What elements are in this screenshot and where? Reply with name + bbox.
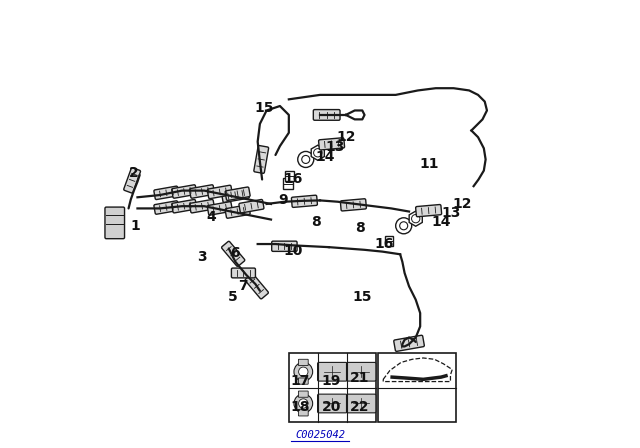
- Bar: [378, 353, 456, 422]
- FancyBboxPatch shape: [346, 362, 376, 381]
- Bar: [385, 236, 394, 246]
- Text: 16: 16: [284, 172, 303, 186]
- FancyBboxPatch shape: [340, 199, 366, 211]
- FancyBboxPatch shape: [317, 362, 347, 381]
- FancyBboxPatch shape: [317, 394, 347, 413]
- Text: 11: 11: [419, 157, 439, 171]
- FancyBboxPatch shape: [172, 185, 196, 198]
- FancyBboxPatch shape: [319, 138, 344, 150]
- Circle shape: [299, 367, 308, 376]
- Text: 12: 12: [452, 197, 472, 211]
- Circle shape: [298, 151, 314, 168]
- FancyBboxPatch shape: [225, 187, 250, 200]
- Text: 9: 9: [278, 193, 288, 207]
- Bar: [285, 172, 294, 181]
- Polygon shape: [311, 145, 324, 160]
- FancyBboxPatch shape: [232, 268, 255, 278]
- FancyBboxPatch shape: [254, 146, 269, 173]
- FancyBboxPatch shape: [154, 186, 179, 199]
- Text: 14: 14: [316, 150, 335, 164]
- FancyBboxPatch shape: [298, 410, 308, 416]
- Circle shape: [314, 149, 322, 157]
- Text: 22: 22: [349, 401, 369, 414]
- Text: 18: 18: [290, 401, 310, 414]
- FancyBboxPatch shape: [221, 241, 244, 267]
- FancyBboxPatch shape: [239, 199, 264, 213]
- FancyBboxPatch shape: [272, 241, 297, 251]
- FancyBboxPatch shape: [189, 185, 214, 198]
- Circle shape: [412, 215, 420, 223]
- Text: 7: 7: [239, 280, 248, 293]
- Text: 5: 5: [228, 290, 238, 305]
- Text: 15: 15: [353, 290, 372, 305]
- Text: 8: 8: [310, 215, 321, 229]
- Text: C0025042: C0025042: [295, 430, 345, 440]
- Text: 16: 16: [375, 237, 394, 251]
- Text: 3: 3: [197, 250, 207, 264]
- Text: 13: 13: [326, 140, 345, 155]
- Bar: [283, 178, 293, 190]
- Text: 2: 2: [129, 166, 139, 180]
- Circle shape: [299, 399, 308, 408]
- Circle shape: [400, 222, 408, 230]
- FancyBboxPatch shape: [298, 359, 308, 366]
- Text: 1: 1: [131, 219, 140, 233]
- Text: 19: 19: [321, 374, 341, 388]
- Polygon shape: [409, 211, 422, 226]
- Circle shape: [396, 218, 412, 234]
- FancyBboxPatch shape: [154, 201, 179, 214]
- Text: 14: 14: [431, 215, 451, 229]
- FancyBboxPatch shape: [291, 195, 317, 207]
- Text: 8: 8: [355, 221, 365, 236]
- FancyBboxPatch shape: [207, 185, 232, 198]
- Circle shape: [301, 155, 310, 164]
- Text: 10: 10: [284, 244, 303, 258]
- FancyBboxPatch shape: [172, 199, 196, 213]
- FancyBboxPatch shape: [298, 391, 308, 397]
- FancyBboxPatch shape: [225, 205, 250, 218]
- Text: 17: 17: [291, 374, 310, 388]
- Text: 4: 4: [206, 210, 216, 224]
- FancyBboxPatch shape: [207, 202, 232, 215]
- Text: 13: 13: [442, 206, 461, 220]
- FancyBboxPatch shape: [245, 274, 268, 299]
- FancyBboxPatch shape: [105, 207, 125, 239]
- FancyBboxPatch shape: [415, 205, 442, 217]
- FancyBboxPatch shape: [298, 378, 308, 384]
- Text: 15: 15: [255, 101, 274, 115]
- Text: 6: 6: [230, 246, 240, 260]
- FancyBboxPatch shape: [221, 188, 250, 202]
- FancyBboxPatch shape: [124, 168, 141, 193]
- Text: 21: 21: [349, 370, 369, 384]
- FancyBboxPatch shape: [314, 110, 340, 120]
- Text: 12: 12: [336, 130, 356, 144]
- Circle shape: [294, 394, 313, 413]
- FancyBboxPatch shape: [394, 335, 424, 351]
- FancyBboxPatch shape: [346, 394, 376, 413]
- Text: 20: 20: [321, 401, 341, 414]
- Circle shape: [294, 362, 313, 381]
- FancyBboxPatch shape: [189, 199, 214, 213]
- Bar: [289, 353, 376, 422]
